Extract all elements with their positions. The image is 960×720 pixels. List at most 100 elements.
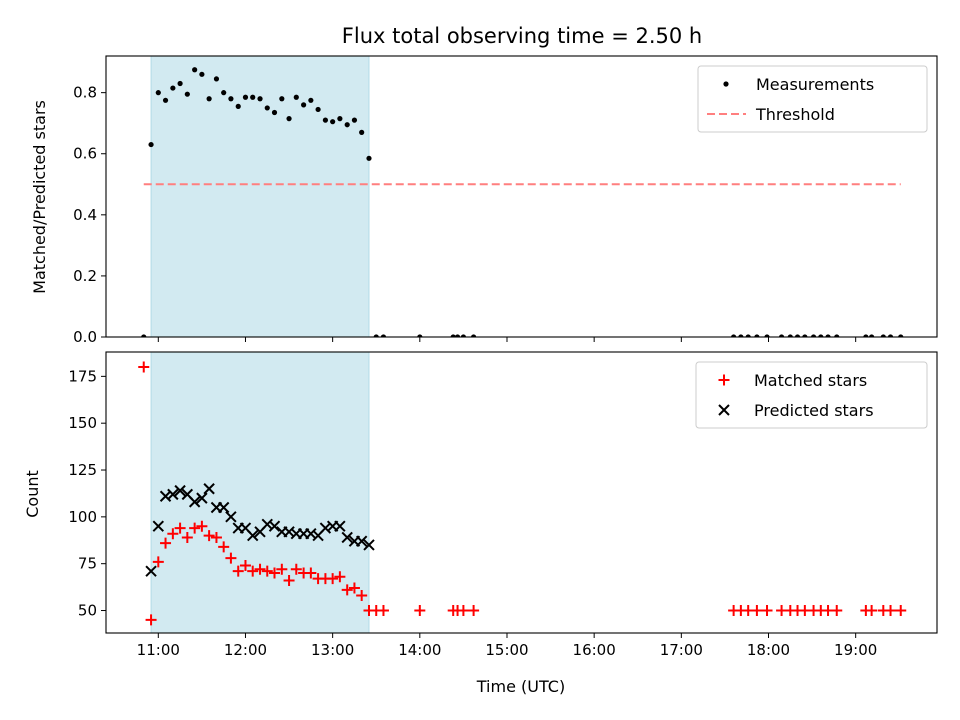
predicted-star-point [363,539,375,551]
matched-star-point [181,531,193,543]
matched-star-point [247,565,259,577]
measurement-point [221,90,227,96]
measurement-point [794,334,801,337]
observing-window-span [150,352,370,633]
plot-area [141,56,904,337]
matched-star-point [189,522,201,534]
axes-frame [105,351,938,634]
matched-star-point [283,575,295,587]
predicted-star-point [188,496,201,508]
measurement-point [373,334,379,337]
matched-star-point [196,520,208,532]
measurement-point [308,97,314,103]
axes-frame [105,55,938,338]
predicted-star-point [174,484,186,497]
measurement-point [834,334,840,337]
x-tick-label: 15:00 [485,641,528,659]
x-tick-label: 14:00 [398,641,441,659]
measurement-point [778,334,785,337]
measurement-point [235,103,241,109]
measurement-point [863,334,869,337]
matched-star-point [261,565,273,577]
predicted-star-point [203,483,215,495]
predicted-star-point [152,520,165,532]
measurement-point [417,334,423,337]
measurement-point [141,334,147,337]
predicted-star-point [196,492,208,504]
measurement-point [880,334,886,337]
measurement-point [754,334,760,337]
measurement-point [887,334,894,337]
legend-label: Measurements [756,75,874,94]
predicted-star-point [145,565,157,577]
matched-star-point [145,614,157,626]
matched-star-point [751,605,763,617]
predicted-star-point [247,529,259,542]
plot-area [138,352,907,633]
measurement-point [250,94,256,100]
y-tick-label: 0.2 [73,267,97,285]
legend-label: Matched stars [754,371,867,390]
matched-star-point [276,563,288,575]
legend-marker-dot [723,81,729,87]
measurement-point [155,90,161,96]
bottom-panel: 50 75 100 125 150 175 11:00 12:00 13:00 14:00 15:0… [68,351,938,659]
measurement-point [271,109,278,116]
y-tick-label: 0.8 [73,84,97,102]
matched-star-point [895,605,907,617]
measurement-point [810,334,817,337]
matched-star-point [348,582,360,594]
measurement-point [764,334,770,337]
series-matched-stars [138,361,907,626]
legend-box [695,361,928,429]
series-measurements [141,67,904,337]
legend-label: Predicted stars [754,401,874,420]
measurement-point [286,116,292,122]
matched-star-point [341,584,353,596]
matched-star-point [232,565,244,577]
matched-star-point [468,605,480,617]
matched-star-point [254,563,266,575]
measurement-point [213,76,220,82]
predicted-star-point [355,535,368,547]
predicted-star-point [217,501,230,514]
matched-star-point [218,541,230,553]
predicted-star-point [225,511,237,523]
measurement-point [279,96,285,102]
measurement-point [162,97,169,103]
matched-star-point [885,605,897,617]
measurement-point [264,105,270,111]
observing-window-span [150,56,370,337]
legend-box [697,65,928,133]
y-tick-label: 0.4 [73,206,97,224]
x-tick-label: 18:00 [747,641,790,659]
legend-marker-plus [718,374,730,386]
matched-star-point [152,556,164,568]
measurement-point [366,155,372,161]
measurement-point [344,122,350,128]
matched-star-point [203,530,215,542]
y-tick-label: 75 [78,555,97,573]
measurement-point [199,71,205,77]
measurement-point [148,141,154,148]
matched-star-point [210,531,222,543]
measurement-point [351,117,358,123]
matched-star-point [225,552,237,564]
matched-star-point [305,567,317,579]
matched-star-point [269,567,281,579]
legend-marker-x [718,404,730,416]
measurement-point [330,119,336,125]
x-axis-label: Time (UTC) [476,677,565,696]
y-tick-label: 100 [68,508,97,526]
predicted-star-point [341,531,353,544]
matched-star-point [160,537,172,549]
measurement-point [787,334,793,337]
x-tick-label: 12:00 [224,641,267,659]
measurement-point [380,334,387,337]
legend: Matched stars Predicted stars [695,361,928,429]
matched-star-point [327,573,339,585]
measurement-point [315,106,321,113]
measurement-point [898,334,904,337]
x-tick-label: 17:00 [660,641,703,659]
